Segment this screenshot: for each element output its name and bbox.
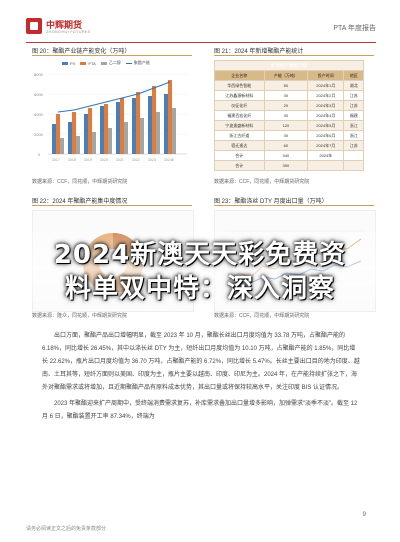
figure-21-source: 数据来源：CCF，同花顺，中辉期货研究院 bbox=[214, 179, 310, 185]
svg-text:0: 0 bbox=[38, 152, 41, 157]
svg-text:2024E: 2024E bbox=[164, 158, 175, 162]
figure-20-rule bbox=[32, 55, 192, 56]
table-row: 福建百宏化纤 30 2024年4月 福建 bbox=[214, 110, 364, 121]
table-caption: 新增投产聚酯产能 bbox=[214, 60, 364, 71]
figure-21: 图 21：2024 年新增聚酯产能统计 新增投产聚酯产能 企业名称 产能（万吨）… bbox=[214, 46, 374, 186]
figure-22-source: 数据来源：隆众，同花顺，中辉期货研究院 bbox=[32, 313, 128, 319]
figure-20-title: 图 20：聚酯产业链产能变化（万吨） bbox=[32, 49, 131, 55]
svg-text:2022: 2022 bbox=[132, 158, 140, 162]
figure-21-title: 图 21：2024 年新增聚酯产能统计 bbox=[214, 49, 304, 55]
svg-text:2020: 2020 bbox=[100, 158, 108, 162]
table-header: 地区 bbox=[343, 70, 364, 81]
svg-text:8000: 8000 bbox=[34, 72, 44, 77]
new-capacity-table: 新增投产聚酯产能 企业名称 产能（万吨） 投产时间 地区 华西绿色智能 50 202… bbox=[214, 60, 364, 171]
figure-20-chart: 8000 6000 4000 2000 0 2017 2018 2019 bbox=[34, 72, 187, 162]
figure-22-rule bbox=[32, 205, 192, 206]
paragraph: 2023 年聚酯迎来扩产周期中，受终端消费需求复苏，补库需求叠加出口量增多影响，… bbox=[42, 401, 358, 420]
figure-21-rule bbox=[214, 55, 374, 56]
table-row: 宿迁逸达 60 2024年7月 江苏 bbox=[214, 140, 364, 151]
svg-text:2000: 2000 bbox=[34, 132, 44, 137]
svg-text:6000: 6000 bbox=[34, 92, 44, 97]
figure-23-rule bbox=[214, 205, 374, 206]
table-header: 投产时间 bbox=[307, 70, 345, 81]
svg-text:4000: 4000 bbox=[34, 112, 44, 117]
svg-text:2023: 2023 bbox=[148, 158, 156, 162]
table-row: 仪征化纤 20 2024年3月 江苏 bbox=[214, 100, 364, 111]
table-header: 产能（万吨） bbox=[263, 70, 309, 81]
page-header: 中辉期货 ZHONGHUI FUTURES PTA 年度报告 bbox=[26, 18, 376, 43]
brand-name-en: ZHONGHUI FUTURES bbox=[46, 29, 91, 34]
legend-item: PTA bbox=[80, 60, 96, 66]
figure-20-legend: PX PTA 乙二醇 聚酯产能 bbox=[62, 60, 150, 66]
table-row: 合计 340 2024年 bbox=[214, 150, 364, 161]
table-header: 企业名称 bbox=[214, 70, 265, 81]
table-row: 浙江古纤道 30 2024年6月 浙江 bbox=[214, 130, 364, 141]
table-row: 合计 390 bbox=[214, 160, 364, 171]
watermark-banner: 2024新澳天天彩免费资 料单双中特：深入洞察 bbox=[0, 232, 400, 304]
legend-item: PX bbox=[62, 60, 75, 66]
figure-22-title: 图 22：2024 年聚酯产能集中度情况 bbox=[32, 199, 128, 205]
svg-text:2018: 2018 bbox=[68, 158, 76, 162]
figure-20: 图 20：聚酯产业链产能变化（万吨） PX PTA 乙二醇 聚酯产能 8000 6… bbox=[32, 46, 192, 186]
figure-23-source: 数据来源：CCF，同花顺，中辉期货研究院 bbox=[214, 313, 310, 319]
report-title: PTA 年度报告 bbox=[333, 25, 376, 32]
figure-23-title: 图 23：聚酯涤丝 DTY 月度出口量（万吨） bbox=[214, 199, 328, 205]
page-number: 9 bbox=[362, 512, 366, 518]
svg-text:2021: 2021 bbox=[116, 158, 124, 162]
paragraph: 出口方面，聚酯产品出口增幅明显，截至 2023 年 10 月，聚酯长丝出口月度均… bbox=[42, 333, 360, 391]
table-row: 江苏鑫源新材料 30 2024年2月 江苏 bbox=[214, 90, 364, 101]
disclaimer-footer: 请务必阅读正文之后的免责条款部分 bbox=[26, 526, 107, 532]
legend-item: 聚酯产能 bbox=[125, 60, 150, 66]
watermark-line-2: 料单双中特：深入洞察 bbox=[64, 274, 335, 304]
body-text: 出口方面，聚酯产品出口增幅明显，截至 2023 年 10 月，聚酯长丝出口月度均… bbox=[42, 330, 360, 427]
table-row: 华西绿色智能 50 2024年1月 湖北 bbox=[214, 80, 364, 91]
svg-text:2017: 2017 bbox=[52, 158, 60, 162]
table-row: 宁波逸盛新材料 120 2024年5月 浙江 bbox=[214, 120, 364, 131]
legend-item: 乙二醇 bbox=[100, 60, 121, 66]
svg-text:2019: 2019 bbox=[84, 158, 92, 162]
watermark-line-1: 2024新澳天天彩免费资 bbox=[53, 240, 347, 270]
brand-name: 中辉期货 bbox=[46, 20, 83, 30]
figure-20-source: 数据来源：CCF，同花顺，中辉期货研究院 bbox=[32, 179, 128, 185]
company-logo-icon bbox=[26, 18, 42, 34]
